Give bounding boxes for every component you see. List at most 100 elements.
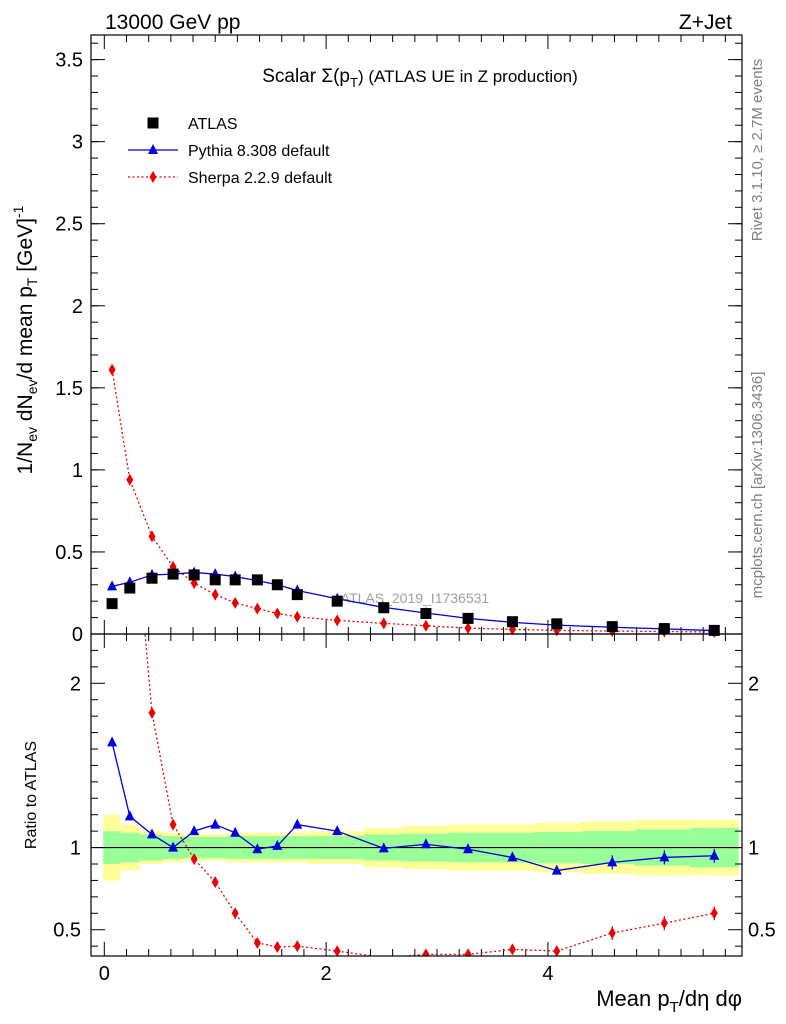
ratio-data-point	[710, 907, 718, 920]
data-point	[378, 602, 390, 614]
data-point	[211, 588, 219, 601]
ratio-y-tick-labels: 0.5 0.5 1 1 2 2	[53, 673, 776, 941]
main-y-tick-label: 1	[72, 460, 83, 482]
data-point	[107, 580, 118, 591]
ratio-data-point	[378, 842, 389, 853]
main-y-axis-label: 1/Nev dNev/d mean pT [GeV]-1	[10, 205, 40, 474]
ratio-data-point	[709, 849, 720, 860]
ratio-panel-ticks	[91, 634, 742, 956]
ratio-data-point	[189, 825, 200, 836]
ratio-data-point	[148, 706, 156, 719]
ratio-data-point	[231, 907, 239, 920]
ratio-data-point	[464, 948, 472, 956]
data-point	[708, 624, 720, 636]
data-point	[273, 607, 281, 620]
ratio-data-point	[293, 940, 301, 953]
main-panel: ATLAS_2019_I1736531 0 0.5 1 1.5 2 2.5 3 3.5 Sca…	[10, 34, 743, 646]
ratio-data-point	[252, 843, 263, 854]
legend-marker	[147, 117, 159, 129]
main-y-tick-label: 2	[72, 296, 83, 318]
data-point	[422, 619, 430, 632]
main-y-tick-label: 3.5	[55, 50, 83, 72]
x-axis-label-post: /dη dφ	[679, 986, 742, 1011]
ratio-data-point	[551, 864, 562, 875]
ratio-data-point	[420, 838, 431, 849]
chart-title-sub: T	[350, 75, 358, 90]
ratio-data-point	[292, 818, 303, 829]
ratio-data-point	[332, 825, 343, 836]
ratio-panel: 0.5 0.5 1 1 2 2 0 2 4 Ratio to ATLAS Mean pT/dη…	[23, 633, 776, 1016]
data-point	[126, 473, 134, 486]
ratio-data-point	[422, 948, 430, 956]
ratio-data-point	[211, 876, 219, 889]
ratio-data-point	[660, 917, 668, 930]
ratio-y-tick-label: 0.5	[53, 920, 81, 942]
data-point	[420, 607, 432, 619]
chart-title: Scalar Σ(pT) (ATLAS UE in Z production)	[262, 66, 578, 90]
x-axis-label-pre: Mean p	[596, 986, 669, 1011]
ratio-data-point	[107, 736, 118, 747]
data-point	[658, 623, 670, 635]
main-y-tick-label: 0.5	[55, 542, 83, 564]
x-axis-label: Mean pT/dη dφ	[596, 986, 742, 1016]
data-point	[291, 589, 303, 601]
data-point	[229, 574, 241, 586]
chart-title-post: ) (ATLAS UE in Z production)	[358, 67, 578, 86]
data-point	[271, 579, 283, 591]
ratio-data-point	[272, 839, 283, 850]
header-left: 13000 GeV pp	[105, 11, 240, 34]
ratio-data-point	[210, 818, 221, 829]
ratio-series-pythia-8-308-default	[107, 736, 720, 875]
ratio-y-axis-label: Ratio to ATLAS	[23, 741, 40, 849]
ratio-y-tick-label-right: 1	[748, 838, 759, 860]
ratio-data-point	[168, 841, 179, 852]
data-point	[108, 363, 116, 376]
data-point	[293, 610, 301, 623]
data-point	[231, 596, 239, 609]
ratio-data-point	[169, 818, 177, 831]
data-point	[506, 616, 518, 628]
ratio-data-point	[507, 851, 518, 862]
chart-title-pre: Scalar Σ(p	[262, 66, 350, 87]
ratio-data-point	[553, 945, 561, 956]
ratio-data-point	[607, 856, 618, 867]
ratio-data-point	[659, 851, 670, 862]
ratio-data-point	[608, 927, 616, 939]
data-point	[462, 612, 474, 624]
analysis-watermark: ATLAS_2019_I1736531	[341, 590, 490, 606]
ratio-panel-frame	[90, 633, 743, 957]
data-point	[148, 530, 156, 543]
data-point	[106, 598, 118, 610]
legend-item: Pythia 8.308 default	[128, 143, 330, 160]
header-right: Z+Jet	[679, 11, 732, 34]
legend: ATLAS Pythia 8.308 default Sherpa 2.2.9 de…	[128, 116, 333, 187]
ratio-data-point	[463, 843, 474, 854]
ratio-series	[107, 634, 720, 956]
ratio-data-point	[124, 810, 135, 821]
x-tick-label: 0	[99, 963, 110, 985]
main-y-tick-label: 0	[72, 624, 83, 646]
ratio-series-sherpa-2-2-9-default	[144, 634, 718, 956]
data-point	[464, 622, 472, 635]
x-axis-label-sub: T	[670, 999, 679, 1016]
data-point	[606, 621, 618, 633]
main-y-tick-labels: 0 0.5 1 1.5 2 2.5 3 3.5	[55, 50, 83, 646]
legend-item: Sherpa 2.2.9 default	[128, 170, 333, 187]
ratio-data-point	[333, 945, 341, 956]
data-point	[188, 569, 200, 581]
legend-marker	[149, 171, 157, 183]
main-y-tick-label: 3	[72, 132, 83, 154]
ratio-data-point	[273, 940, 281, 953]
ratio-y-tick-label-right: 0.5	[748, 920, 776, 942]
ratio-data-point	[508, 943, 516, 956]
ratio-y-tick-label: 1	[70, 838, 81, 860]
x-tick-label: 4	[542, 963, 553, 985]
legend-marker	[148, 144, 158, 154]
data-point	[146, 572, 158, 584]
main-y-tick-label: 1.5	[55, 378, 83, 400]
legend-label: Sherpa 2.2.9 default	[188, 170, 333, 187]
data-point	[331, 595, 343, 607]
series-atlas	[106, 568, 720, 636]
x-tick-label: 2	[321, 963, 332, 985]
